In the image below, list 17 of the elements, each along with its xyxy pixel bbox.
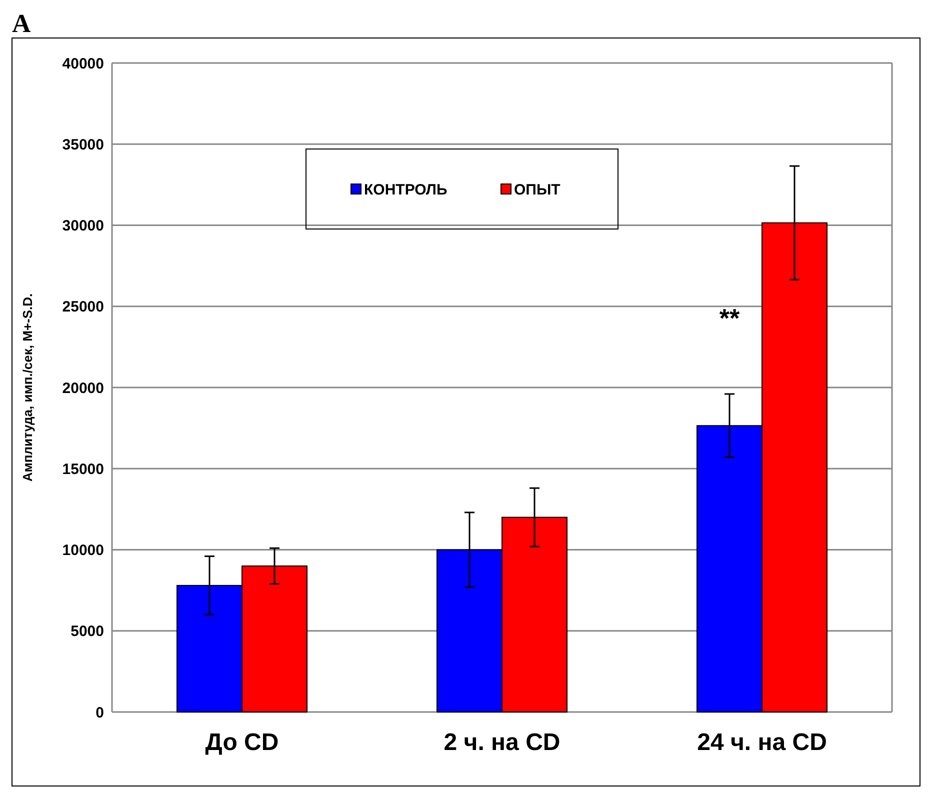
y-tick-label: 0 [96,704,104,722]
y-tick-label: 10000 [62,542,104,559]
y-tick-label: 25000 [62,298,104,316]
y-tick-label: 40000 [62,55,104,72]
y-axis-title: Амплитуда, имп./сек, M+-S.D. [20,293,35,482]
y-tick-label: 15000 [62,460,104,478]
y-tick-label: 5000 [70,623,104,640]
x-tick-label: 24 ч. на CD [697,729,827,756]
legend-label: КОНТРОЛЬ [364,181,448,198]
y-tick-label: 30000 [62,218,104,234]
legend-label: ОПЫТ [514,181,560,198]
y-tick-label: 35000 [62,136,104,154]
x-tick-label: До CD [205,729,279,756]
annotation: ** [719,302,740,333]
x-tick-label: 2 ч. на CD [444,729,560,756]
y-tick-label: 20000 [62,380,104,397]
text: А [12,9,31,38]
